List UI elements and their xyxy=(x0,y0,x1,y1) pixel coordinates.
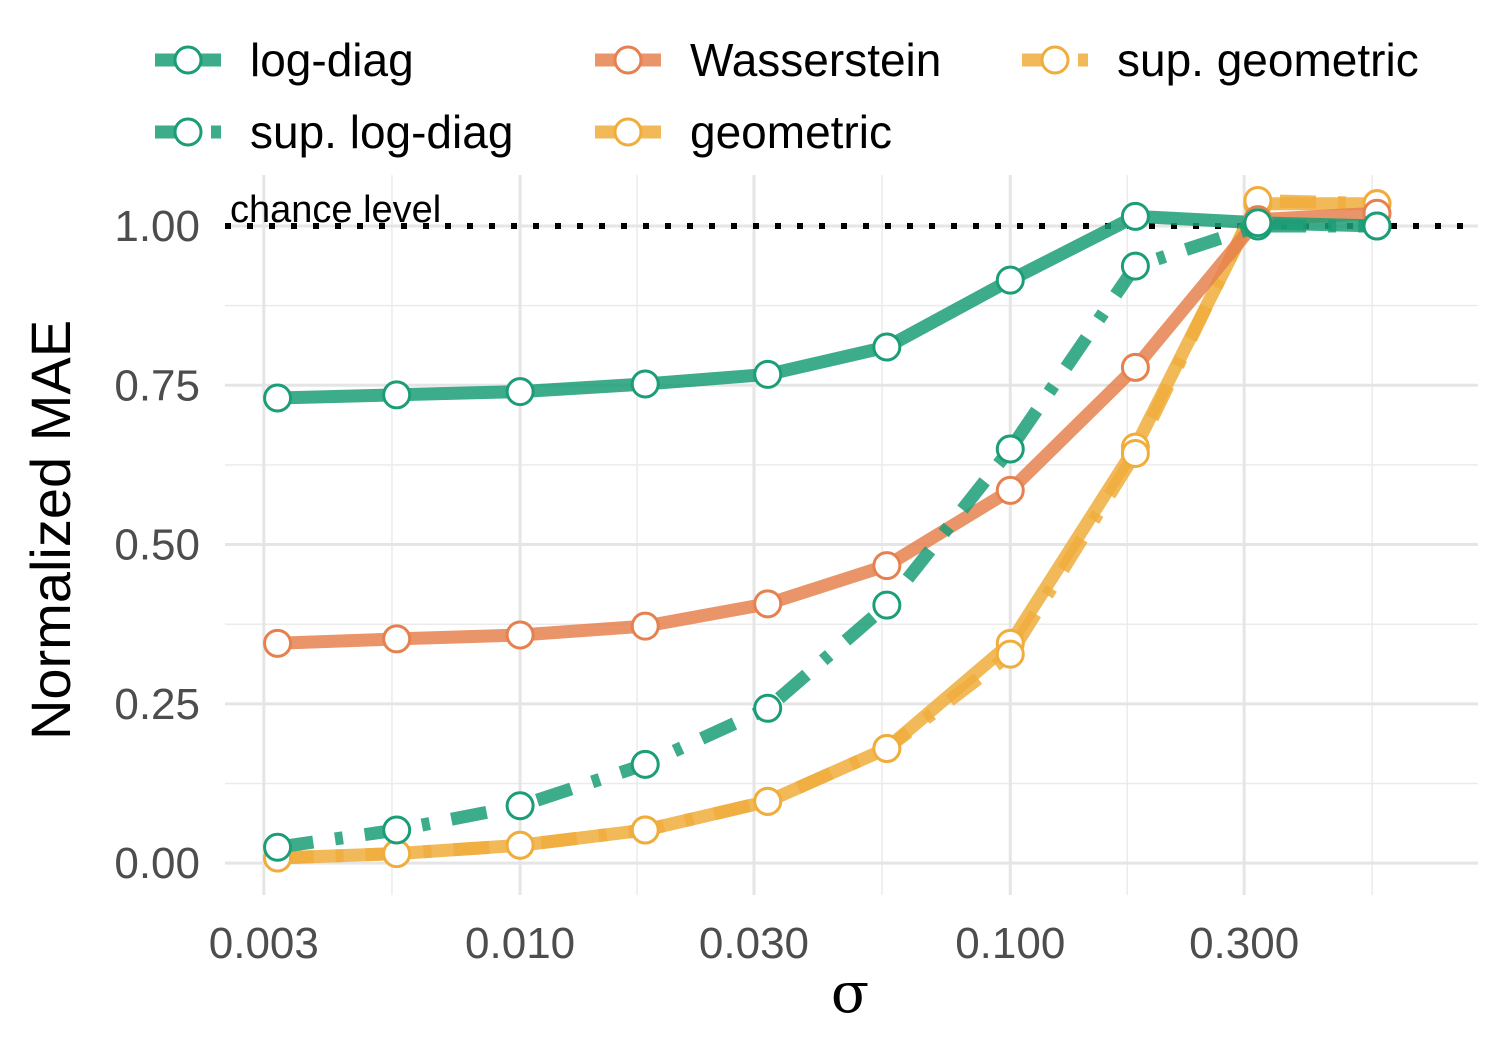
x-tick-label: 0.003 xyxy=(209,919,319,968)
chance-level-label: chance level xyxy=(230,189,441,231)
data-point-wasserstein xyxy=(263,628,293,658)
y-axis-title: Normalized MAE xyxy=(19,320,82,740)
data-point-sup-geometric xyxy=(995,639,1025,669)
legend-key-marker xyxy=(173,117,203,147)
legend-key-marker xyxy=(1040,45,1070,75)
legend-item-wasserstein: Wasserstein xyxy=(595,34,941,86)
series-line-sup-log-diag xyxy=(276,219,1377,854)
y-tick-label: 1.00 xyxy=(114,202,200,251)
data-point-sup-log-diag xyxy=(995,434,1025,464)
series-line-geometric xyxy=(277,197,1377,865)
legend-label: sup. log-diag xyxy=(250,106,513,158)
data-point-log-diag xyxy=(263,383,293,413)
y-tick-label: 0.75 xyxy=(114,361,200,410)
data-point-sup-log-diag xyxy=(753,693,783,723)
data-point-log-diag xyxy=(995,265,1025,295)
legend-label: sup. geometric xyxy=(1117,34,1419,86)
data-point-sup-log-diag xyxy=(872,590,902,620)
legend-label: log-diag xyxy=(250,34,414,86)
data-point-log-diag xyxy=(1120,201,1150,231)
series-points xyxy=(263,185,1392,873)
legend: log-diag sup. log-diag Wasserstein geometri… xyxy=(155,34,1419,158)
legend-key-marker xyxy=(613,45,643,75)
x-tick-labels: 0.003 0.010 0.030 0.100 0.300 xyxy=(209,919,1299,968)
data-point-log-diag xyxy=(1362,211,1392,241)
legend-label: geometric xyxy=(690,106,892,158)
data-point-sup-geometric xyxy=(630,815,660,845)
legend-label: Wasserstein xyxy=(690,34,941,86)
y-tick-label: 0.50 xyxy=(114,521,200,570)
grid xyxy=(225,175,1478,895)
x-tick-label: 0.100 xyxy=(955,919,1065,968)
data-point-log-diag xyxy=(630,369,660,399)
series-line-sup-geometric xyxy=(277,194,1378,865)
data-point-wasserstein xyxy=(630,611,660,641)
data-point-sup-log-diag xyxy=(382,815,412,845)
data-point-sup-geometric xyxy=(1120,438,1150,468)
data-point-sup-log-diag xyxy=(263,832,293,862)
data-point-sup-geometric xyxy=(505,830,535,860)
legend-item-geometric: geometric xyxy=(595,106,892,158)
data-point-log-diag xyxy=(872,332,902,362)
x-tick-label: 0.010 xyxy=(465,919,575,968)
data-point-wasserstein xyxy=(382,624,412,654)
data-point-wasserstein xyxy=(995,475,1025,505)
x-axis-title: σ xyxy=(831,961,869,1026)
legend-item-sup-geometric: sup. geometric xyxy=(1022,34,1419,86)
data-point-sup-geometric xyxy=(753,786,783,816)
data-point-wasserstein xyxy=(872,551,902,581)
y-tick-label: 0.00 xyxy=(114,839,200,888)
data-point-sup-log-diag xyxy=(1120,251,1150,281)
y-tick-labels: 0.00 0.25 0.50 0.75 1.00 xyxy=(114,202,200,888)
legend-key-marker xyxy=(173,45,203,75)
x-tick-label: 0.300 xyxy=(1189,919,1299,968)
data-point-log-diag xyxy=(753,359,783,389)
data-point-sup-geometric xyxy=(872,733,902,763)
data-point-sup-log-diag xyxy=(505,791,535,821)
data-point-wasserstein xyxy=(753,589,783,619)
data-point-sup-log-diag xyxy=(630,749,660,779)
x-tick-label: 0.030 xyxy=(699,919,809,968)
y-tick-label: 0.25 xyxy=(114,680,200,729)
series-line-wasserstein xyxy=(277,206,1378,650)
legend-item-sup-log-diag: sup. log-diag xyxy=(155,106,513,158)
data-point-log-diag xyxy=(1243,208,1273,238)
legend-key-marker xyxy=(613,117,643,147)
data-point-log-diag xyxy=(382,380,412,410)
series-lines xyxy=(276,194,1378,865)
data-point-wasserstein xyxy=(1120,352,1150,382)
data-point-log-diag xyxy=(505,377,535,407)
series-line-log-diag xyxy=(277,209,1378,405)
legend-item-log-diag: log-diag xyxy=(155,34,414,86)
data-point-wasserstein xyxy=(505,620,535,650)
